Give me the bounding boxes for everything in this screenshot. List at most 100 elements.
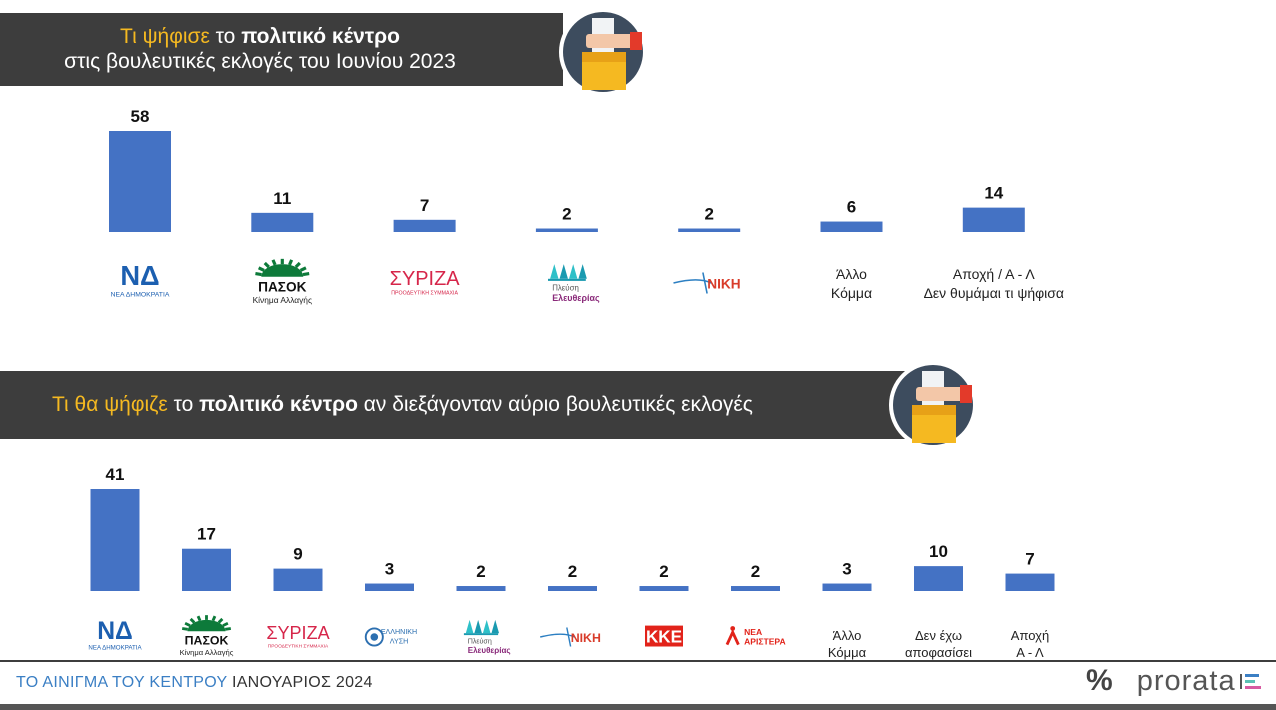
footer-caption: ΤΟ ΑΙΝΙΓΜΑ ΤΟΥ ΚΕΝΤΡΟΥ ΙΑΝΟΥΑΡΙΟΣ 2024: [16, 674, 373, 692]
category-label: Αποχή: [1011, 628, 1049, 643]
category-label: Κόμμα: [828, 645, 867, 660]
nea-aristera-dot: [730, 626, 736, 631]
bar-value-label: 2: [568, 562, 577, 581]
chart-bar: [962, 207, 1025, 232]
ballot-box-icon: [559, 8, 647, 96]
plefsi-sail: [569, 264, 578, 279]
niki-logo-icon: ΝΙΚΗ: [540, 627, 601, 647]
pasok-sun-ray: [288, 259, 294, 266]
niki-logo-icon: ΝΙΚΗ: [673, 272, 741, 294]
header-2-part2: το: [167, 393, 200, 416]
bar-value-label: 9: [293, 545, 302, 564]
pasok-sun-ray: [181, 627, 188, 631]
footer-date: ΙΑΝΟΥΑΡΙΟΣ 2024: [227, 674, 373, 691]
syriza-logo-name: ΣΥΡΙΖΑ: [266, 623, 329, 643]
category-label: Δεν θυμάμαι τι ψήφισα: [924, 285, 1064, 301]
category-label: Α - Λ: [1016, 645, 1044, 660]
plefsi-logo-line1: Πλεύση: [468, 638, 492, 646]
nea-aristera-line2: ΑΡΙΣΤΕΡΑ: [744, 637, 786, 647]
chart-bar: [731, 586, 780, 591]
category-label: Κόμμα: [831, 285, 872, 301]
bar-value-label: 2: [659, 562, 668, 581]
nd-logo-text: ΝΕΑ ΔΗΜΟΚΡΑΤΙΑ: [88, 644, 142, 651]
bar-value-label: 14: [984, 184, 1003, 203]
header-banner-1: Τι ψήφισε το πολιτικό κέντρο στις βουλευ…: [0, 13, 563, 86]
bar-value-label: 2: [704, 205, 713, 224]
chart-bar: [90, 489, 140, 591]
pasok-logo-name: ΠΑΣΟΚ: [258, 279, 306, 294]
plefsi-hull: [548, 278, 586, 281]
pasok-sun-ray: [294, 261, 301, 269]
footer-bar: [0, 704, 1276, 710]
pasok-sun-ray: [184, 621, 191, 627]
brand-bars-icon: [1239, 673, 1261, 689]
pasok-sun-ray: [263, 261, 270, 269]
plefsi-sail: [550, 264, 559, 279]
category-label: Αποχή / Α - Λ: [953, 266, 1035, 282]
nd-logo-text: ΝΕΑ ΔΗΜΟΚΡΑΤΙΑ: [111, 292, 170, 299]
header-banner-2: Τι θα ψήφιζε το πολιτικό κέντρο αν διεξά…: [0, 371, 925, 439]
brand-name: prorata: [1136, 664, 1236, 697]
nea-aristera-mark: [725, 628, 740, 646]
bar-value-label: 7: [1025, 550, 1034, 569]
plefsi-sail: [559, 264, 568, 279]
pasok-sun-ray: [257, 266, 265, 272]
chart-bar: [914, 566, 963, 591]
category-label: Άλλο: [833, 628, 862, 643]
header-1-part2: το: [209, 25, 242, 48]
plefsi-logo-line2: Ελευθερίας: [552, 293, 600, 303]
pasok-sun-ray: [189, 617, 196, 624]
header-1-title: Τι ψήφισε το πολιτικό κέντρο στις βουλευ…: [0, 24, 520, 74]
bar-value-label: 2: [476, 562, 485, 581]
header-1-part3: πολιτικό κέντρο: [241, 25, 400, 48]
chart-bar: [639, 586, 689, 591]
niki-logo-name: ΝΙΚΗ: [707, 276, 740, 291]
bar-value-label: 41: [106, 465, 125, 484]
pasok-sun-ray: [225, 627, 232, 631]
elliniki-lysi-line1: ΕΛΛΗΝΙΚΗ: [381, 628, 417, 636]
chart-bar: [820, 221, 883, 232]
header-1-part1: Τι ψήφισε: [120, 25, 210, 48]
nd-logo-letters: ΝΔ: [97, 618, 133, 645]
bar-value-label: 7: [420, 196, 429, 215]
niki-swoosh: [702, 272, 708, 294]
pasok-sun-ray: [196, 615, 202, 622]
header-2-title: Τι θα ψήφιζε το πολιτικό κέντρο αν διεξά…: [52, 392, 753, 417]
pasok-sun-ray: [302, 272, 310, 277]
syriza-logo-subtitle: ΠΡΟΟΔΕΥΤΙΚΗ ΣΥΜΜΑΧΙΑ: [268, 643, 329, 649]
pasok-sun-ray: [299, 266, 307, 272]
plefsi-sail: [578, 264, 587, 279]
plefsi-logo-line2: Ελευθερίας: [468, 646, 511, 655]
nd-logo-letters: ΝΔ: [120, 260, 159, 291]
plefsi-logo-line1: Πλεύση: [552, 283, 579, 292]
syriza-logo-subtitle: ΠΡΟΟΔΕΥΤΙΚΗ ΣΥΜΜΑΧΙΑ: [391, 291, 458, 297]
syriza-logo-name: ΣΥΡΙΖΑ: [390, 268, 461, 290]
pasok-logo-subtitle: Κίνημα Αλλαγής: [253, 295, 312, 305]
chart-bar: [393, 219, 456, 232]
chart-bar: [678, 228, 741, 232]
chart-bar: [273, 568, 323, 591]
chart-bar: [548, 586, 597, 591]
category-label: Άλλο: [836, 266, 867, 282]
elliniki-lysi-logo-icon: ΕΛΛΗΝΙΚΗ ΛΥΣΗ: [364, 627, 417, 647]
chart-bar: [1005, 573, 1055, 591]
bar-value-label: 6: [847, 198, 856, 217]
chart-bar: [822, 583, 872, 591]
elliniki-lysi-line2: ΛΥΣΗ: [390, 638, 409, 646]
plefsi-sail: [482, 619, 491, 634]
pasok-sun-shape: [187, 619, 226, 632]
plefsi-hull: [463, 633, 499, 636]
category-label: Δεν έχω: [915, 628, 962, 643]
pasok-sun-ray: [271, 259, 277, 266]
bar-value-label: 11: [273, 189, 291, 208]
pasok-sun-ray: [211, 615, 217, 622]
percent-icon: %: [1086, 664, 1113, 697]
footer-divider: [0, 660, 1276, 662]
header-2-part3: πολιτικό κέντρο: [199, 393, 358, 416]
